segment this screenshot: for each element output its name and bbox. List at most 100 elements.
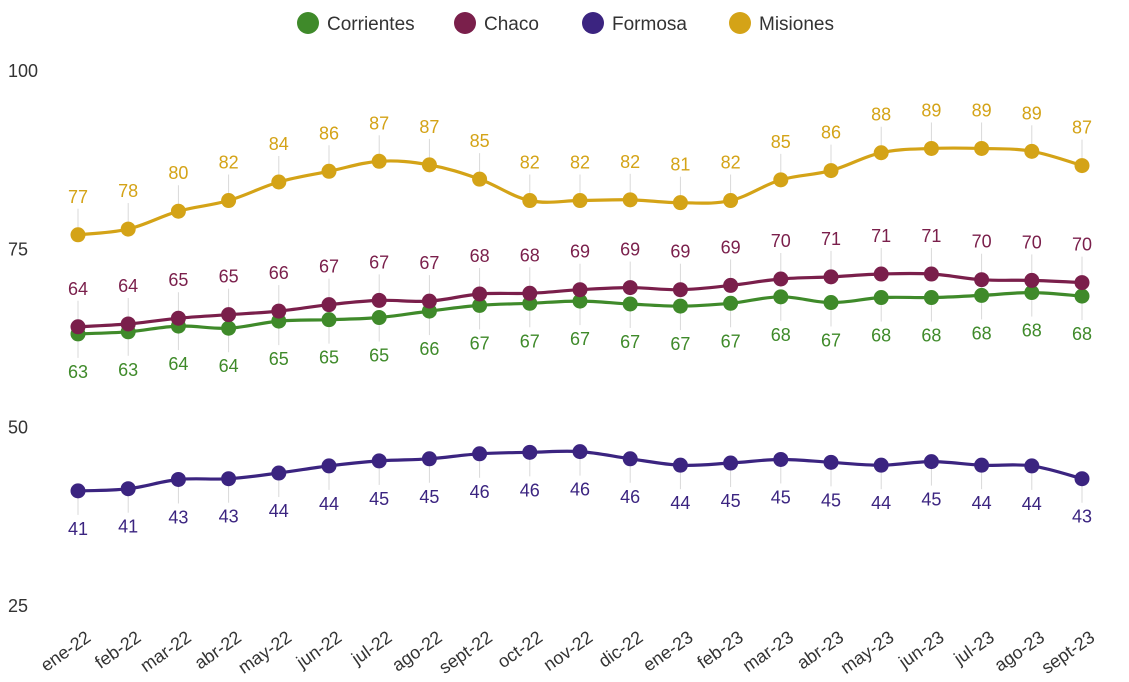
data-label-misiones: 81: [670, 155, 690, 175]
x-tick-label: ago-22: [388, 627, 445, 676]
data-label-formosa: 45: [921, 490, 941, 510]
legend-label-chaco: Chaco: [484, 14, 539, 35]
data-label-chaco: 70: [972, 232, 992, 252]
x-tick-label: ene-23: [639, 627, 696, 676]
data-label-corrientes: 68: [1022, 321, 1042, 341]
data-label-formosa: 43: [1072, 507, 1092, 527]
data-point-formosa: [773, 451, 789, 467]
data-label-formosa: 46: [520, 480, 540, 500]
data-point-corrientes: [321, 312, 337, 328]
data-point-misiones: [1024, 143, 1040, 159]
data-point-formosa: [622, 451, 638, 467]
data-label-misiones: 89: [972, 100, 992, 120]
x-tick-label: feb-23: [694, 627, 747, 673]
data-label-formosa: 44: [319, 494, 339, 514]
data-label-corrientes: 67: [520, 331, 540, 351]
data-label-formosa: 45: [419, 487, 439, 507]
data-label-chaco: 69: [721, 237, 741, 257]
data-label-corrientes: 67: [620, 332, 640, 352]
data-label-misiones: 88: [871, 105, 891, 125]
data-label-chaco: 65: [219, 267, 239, 287]
data-label-misiones: 80: [168, 163, 188, 183]
data-label-chaco: 64: [68, 279, 88, 299]
legend-marker-misiones: [729, 12, 751, 34]
data-label-corrientes: 67: [470, 333, 490, 353]
data-label-formosa: 46: [470, 482, 490, 502]
data-label-chaco: 71: [821, 229, 841, 249]
data-label-chaco: 67: [369, 252, 389, 272]
data-label-chaco: 65: [168, 270, 188, 290]
data-label-misiones: 86: [319, 123, 339, 143]
data-point-misiones: [271, 174, 287, 190]
data-label-chaco: 67: [319, 257, 339, 277]
data-point-corrientes: [923, 290, 939, 306]
data-label-chaco: 70: [771, 231, 791, 251]
data-point-formosa: [974, 457, 990, 473]
data-point-formosa: [823, 454, 839, 470]
data-point-chaco: [421, 293, 437, 309]
data-point-corrientes: [723, 295, 739, 311]
data-point-chaco: [321, 297, 337, 313]
data-point-chaco: [1074, 275, 1090, 291]
data-point-chaco: [120, 316, 136, 332]
data-label-misiones: 86: [821, 123, 841, 143]
data-point-corrientes: [622, 296, 638, 312]
data-point-corrientes: [572, 293, 588, 309]
data-label-chaco: 70: [1022, 232, 1042, 252]
data-point-formosa: [1074, 471, 1090, 487]
data-label-misiones: 89: [921, 100, 941, 120]
data-label-misiones: 82: [570, 153, 590, 173]
data-point-misiones: [923, 140, 939, 156]
x-tick-label: mar-23: [739, 627, 797, 676]
data-point-formosa: [672, 457, 688, 473]
data-point-chaco: [1024, 272, 1040, 288]
data-point-chaco: [672, 282, 688, 298]
data-point-corrientes: [472, 297, 488, 313]
data-label-chaco: 70: [1072, 235, 1092, 255]
data-label-corrientes: 68: [1072, 324, 1092, 344]
data-point-chaco: [522, 285, 538, 301]
data-label-chaco: 71: [871, 226, 891, 246]
data-label-corrientes: 68: [771, 325, 791, 345]
data-label-corrientes: 67: [721, 331, 741, 351]
data-label-chaco: 68: [520, 245, 540, 265]
data-label-formosa: 46: [620, 487, 640, 507]
y-axis: 25 50 75 100: [8, 61, 38, 616]
legend-label-corrientes: Corrientes: [327, 14, 415, 35]
data-point-formosa: [572, 444, 588, 460]
data-label-corrientes: 67: [821, 331, 841, 351]
data-point-misiones: [672, 195, 688, 211]
data-label-corrientes: 68: [972, 323, 992, 343]
data-point-misiones: [371, 153, 387, 169]
data-labels: 63 63 64 64 65 65 65 66 67 67 67 67 67 67 68 67 68 68 68 68…: [68, 100, 1092, 538]
data-label-chaco: 69: [570, 242, 590, 262]
data-point-misiones: [221, 193, 237, 209]
data-point-chaco: [923, 266, 939, 282]
data-label-formosa: 44: [972, 493, 992, 513]
data-label-formosa: 45: [821, 490, 841, 510]
data-point-chaco: [170, 310, 186, 326]
y-tick-label: 75: [8, 239, 28, 259]
data-label-formosa: 44: [269, 501, 289, 521]
data-label-misiones: 89: [1022, 103, 1042, 123]
data-label-misiones: 77: [68, 187, 88, 207]
data-point-corrientes: [823, 295, 839, 311]
x-tick-label: sept-22: [435, 627, 496, 678]
legend-label-misiones: Misiones: [759, 14, 834, 35]
data-point-chaco: [271, 303, 287, 319]
data-label-corrientes: 67: [670, 334, 690, 354]
data-point-misiones: [974, 140, 990, 156]
data-label-misiones: 85: [771, 132, 791, 152]
data-label-formosa: 46: [570, 480, 590, 500]
data-label-chaco: 69: [670, 242, 690, 262]
series-points: [70, 140, 1090, 499]
data-label-corrientes: 63: [118, 360, 138, 380]
legend-marker-corrientes: [297, 12, 319, 34]
data-label-misiones: 87: [1072, 118, 1092, 138]
x-tick-label: nov-22: [540, 627, 597, 675]
data-label-formosa: 44: [871, 493, 891, 513]
data-label-misiones: 82: [219, 153, 239, 173]
data-label-formosa: 45: [771, 487, 791, 507]
data-point-formosa: [70, 483, 86, 499]
data-point-chaco: [974, 272, 990, 288]
